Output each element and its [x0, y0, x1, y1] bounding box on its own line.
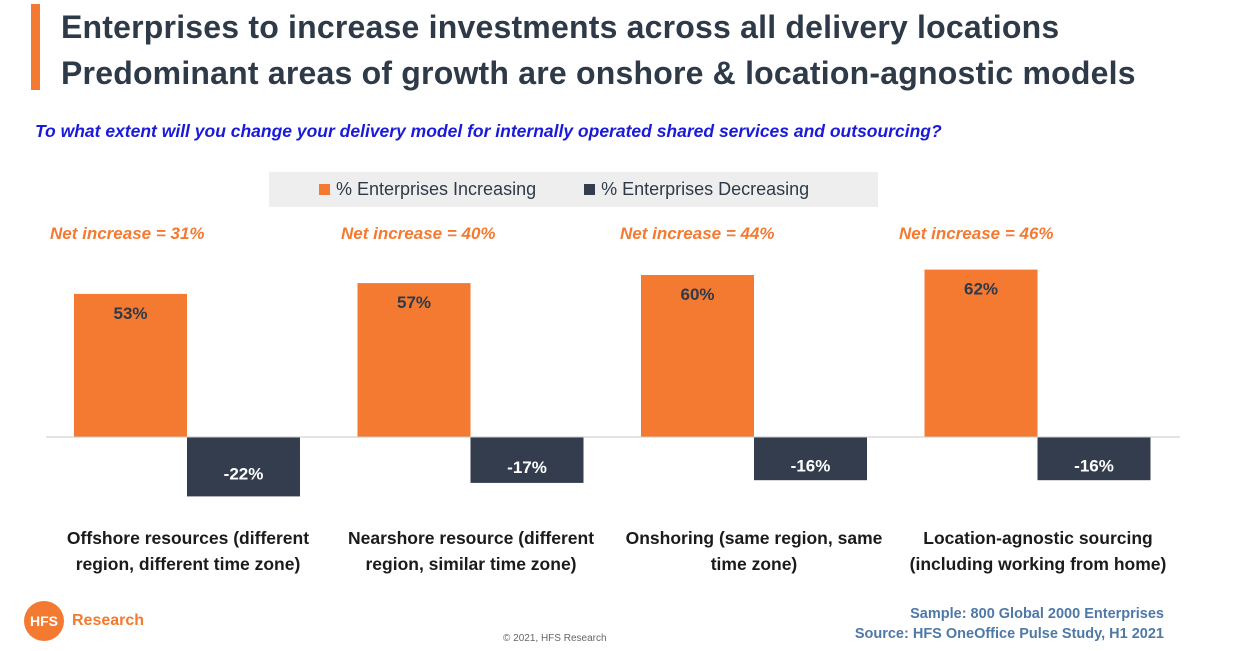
legend-label-decreasing: % Enterprises Decreasing — [601, 179, 810, 199]
hfs-logo-mark: HFS — [24, 601, 64, 641]
category-label: Offshore resources (different region, di… — [46, 525, 330, 577]
category-label: Location-agnostic sourcing (including wo… — [896, 525, 1180, 577]
data-label-increasing: 62% — [964, 280, 998, 299]
bar-decreasing — [1037, 437, 1151, 481]
legend-item-increasing: % Enterprises Increasing — [319, 179, 536, 200]
title-line-1: Enterprises to increase investments acro… — [61, 9, 1060, 45]
net-increase-label: Net increase = 40% — [341, 224, 496, 243]
legend-swatch-increasing — [319, 184, 330, 195]
net-increase-label: Net increase = 44% — [620, 224, 775, 243]
source-line: Source: HFS OneOffice Pulse Study, H1 20… — [854, 626, 1164, 642]
data-label-decreasing: -17% — [507, 458, 547, 477]
bar-decreasing — [754, 437, 867, 481]
title-accent-bar — [31, 4, 40, 90]
legend-swatch-decreasing — [584, 184, 596, 195]
net-increase-label: Net increase = 31% — [50, 224, 205, 243]
copyright-notice: © 2021, HFS Research — [503, 633, 607, 644]
bar-increasing — [641, 275, 754, 437]
category-label: Onshoring (same region, same time zone) — [612, 525, 896, 577]
category-label-line: time zone) — [710, 554, 798, 574]
net-increase-label: Net increase = 46% — [899, 224, 1054, 243]
data-label-increasing: 60% — [680, 285, 714, 304]
bar-decreasing — [470, 437, 584, 483]
sample-line: Sample: 800 Global 2000 Enterprises — [910, 606, 1164, 622]
bar-decreasing — [187, 437, 300, 497]
category-label-line: Offshore resources (different — [66, 528, 310, 548]
data-label-decreasing: -22% — [224, 465, 264, 484]
category-label-line: Nearshore resource (different — [347, 528, 595, 548]
bar-increasing — [924, 269, 1038, 437]
data-label-increasing: 57% — [397, 293, 431, 312]
legend-label-increasing: % Enterprises Increasing — [336, 179, 537, 199]
data-label-decreasing: -16% — [1074, 457, 1114, 476]
data-label-decreasing: -16% — [791, 457, 831, 476]
category-label-line: (including working from home) — [909, 554, 1167, 574]
hfs-logo-text: Research — [72, 612, 145, 629]
chart-legend: % Enterprises Increasing % Enterprises D… — [269, 172, 878, 207]
survey-question: To what extent will you change your deli… — [35, 121, 942, 141]
bar-increasing — [357, 283, 471, 437]
category-label-line: region, similar time zone) — [365, 554, 577, 574]
data-label-increasing: 53% — [113, 304, 147, 323]
legend-item-decreasing: % Enterprises Decreasing — [584, 179, 809, 200]
bar-increasing — [74, 293, 187, 437]
category-label-line: region, different time zone) — [75, 554, 301, 574]
source-note: Sample: 800 Global 2000 Enterprises Sour… — [855, 604, 1164, 644]
category-label: Nearshore resource (different region, si… — [329, 525, 613, 577]
category-label-line: Location-agnostic sourcing — [923, 528, 1153, 548]
title-line-2: Predominant areas of growth are onshore … — [61, 55, 1136, 91]
hfs-logo: HFS Research — [24, 601, 144, 641]
category-label-line: Onshoring (same region, same — [625, 528, 883, 548]
